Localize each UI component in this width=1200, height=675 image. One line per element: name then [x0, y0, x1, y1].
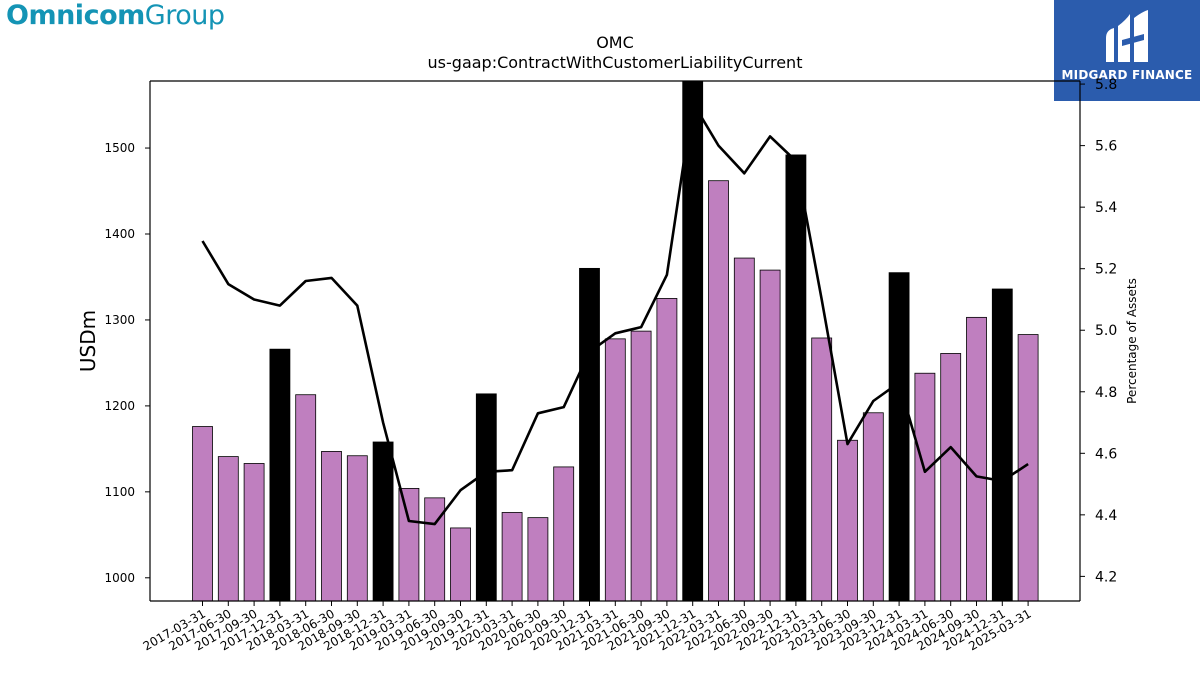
percentage-of-assets-line	[201, 101, 1029, 526]
bar-2019-12-31	[475, 393, 497, 601]
bar-2018-03-31	[295, 394, 317, 601]
y2-tick-label: 5.0	[1095, 323, 1117, 339]
bar-2017-12-31	[269, 348, 291, 601]
bar-2021-06-30	[630, 330, 652, 601]
logo-light-part: Group	[144, 0, 225, 31]
bars-layer	[192, 81, 1039, 601]
bar-2024-06-30	[940, 353, 962, 601]
midgard-logo-caption: MIDGARD FINANCE	[1061, 68, 1193, 82]
y-tick-label: 1500	[104, 141, 135, 155]
bar-2023-06-30	[837, 439, 858, 601]
y-axis-label: USDm	[76, 310, 100, 372]
bar-2022-12-31	[785, 154, 807, 601]
bar-2022-06-30	[733, 257, 755, 601]
y2-tick-label: 4.4	[1095, 508, 1117, 524]
midgard-emblem-icon	[1054, 0, 1200, 101]
bar-2023-03-31	[811, 337, 833, 601]
bar-2021-09-30	[656, 298, 678, 601]
bar-2018-06-30	[321, 451, 342, 601]
bar-2019-09-30	[450, 527, 471, 601]
y2-tick-label: 5.6	[1095, 139, 1117, 155]
bar-2020-03-31	[501, 512, 523, 601]
bar-2022-09-30	[759, 269, 781, 601]
bar-2024-09-30	[966, 316, 987, 601]
bar-2025-03-31	[1017, 334, 1039, 601]
axes-layer: 1000 1100 1200 1300 1400 1500 4.2 4.4 4.6 4.8 5.0 5…	[104, 77, 1117, 653]
bar-2017-06-30	[217, 456, 239, 601]
y2-tick-label: 4.2	[1095, 569, 1117, 585]
bar-2020-06-30	[527, 517, 549, 601]
bar-2017-09-30	[243, 463, 265, 601]
logo-bold-part: Omnicom	[6, 0, 145, 31]
y-tick-label: 1000	[104, 571, 135, 585]
y-tick-label: 1300	[104, 313, 135, 327]
y2-axis-label: Percentage of Assets	[1125, 278, 1139, 404]
chart-subtitle: us-gaap:ContractWithCustomerLiabilityCur…	[428, 53, 803, 72]
bar-2022-03-31	[708, 180, 729, 601]
bar-2021-03-31	[604, 338, 626, 601]
bar-2020-09-30	[553, 466, 575, 601]
chart-title: OMC	[596, 33, 634, 52]
bar-2024-03-31	[914, 372, 936, 601]
bar-2018-09-30	[346, 455, 368, 601]
y2-tick-label: 5.2	[1095, 262, 1117, 278]
y2-tick-label: 4.6	[1095, 446, 1117, 462]
line-layer	[201, 101, 1029, 526]
midgard-finance-logo: MIDGARD FINANCE	[1054, 0, 1200, 101]
y2-tick-label: 4.8	[1095, 385, 1117, 401]
bar-2023-09-30	[862, 412, 884, 601]
bar-2018-12-31	[372, 441, 394, 601]
y2-tick-label: 5.8	[1095, 77, 1117, 93]
y-tick-label: 1400	[104, 227, 135, 241]
bar-2019-03-31	[398, 487, 420, 601]
y-tick-label: 1200	[104, 399, 135, 413]
bar-2020-12-31	[579, 267, 600, 601]
bar-2024-12-31	[991, 288, 1013, 601]
bar-2017-03-31	[192, 426, 213, 601]
y2-tick-label: 5.4	[1095, 200, 1117, 216]
y-tick-label: 1100	[104, 485, 135, 499]
bar-2023-12-31	[888, 272, 910, 601]
omnicom-logo: OmnicomGroup	[6, 0, 225, 31]
